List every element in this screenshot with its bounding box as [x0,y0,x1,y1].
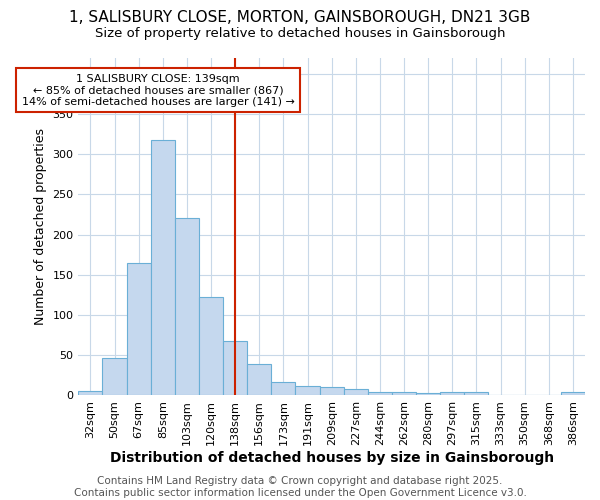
Bar [103,358,127,396]
Bar [199,298,223,396]
Bar [295,386,320,396]
Text: 1 SALISBURY CLOSE: 139sqm
← 85% of detached houses are smaller (867)
14% of semi: 1 SALISBURY CLOSE: 139sqm ← 85% of detac… [22,74,295,107]
Bar [151,140,175,396]
X-axis label: Distribution of detached houses by size in Gainsborough: Distribution of detached houses by size … [110,451,554,465]
Text: Size of property relative to detached houses in Gainsborough: Size of property relative to detached ho… [95,28,505,40]
Bar [368,392,392,396]
Bar [440,392,464,396]
Bar [416,393,440,396]
Bar [271,382,295,396]
Bar [127,262,151,396]
Bar [247,364,271,396]
Bar [223,340,247,396]
Bar [392,392,416,396]
Bar [344,389,368,396]
Bar [464,392,488,396]
Bar [320,388,344,396]
Bar [79,392,103,396]
Bar [561,392,585,396]
Bar [175,218,199,396]
Text: 1, SALISBURY CLOSE, MORTON, GAINSBOROUGH, DN21 3GB: 1, SALISBURY CLOSE, MORTON, GAINSBOROUGH… [70,10,530,25]
Y-axis label: Number of detached properties: Number of detached properties [34,128,47,325]
Text: Contains HM Land Registry data © Crown copyright and database right 2025.
Contai: Contains HM Land Registry data © Crown c… [74,476,526,498]
